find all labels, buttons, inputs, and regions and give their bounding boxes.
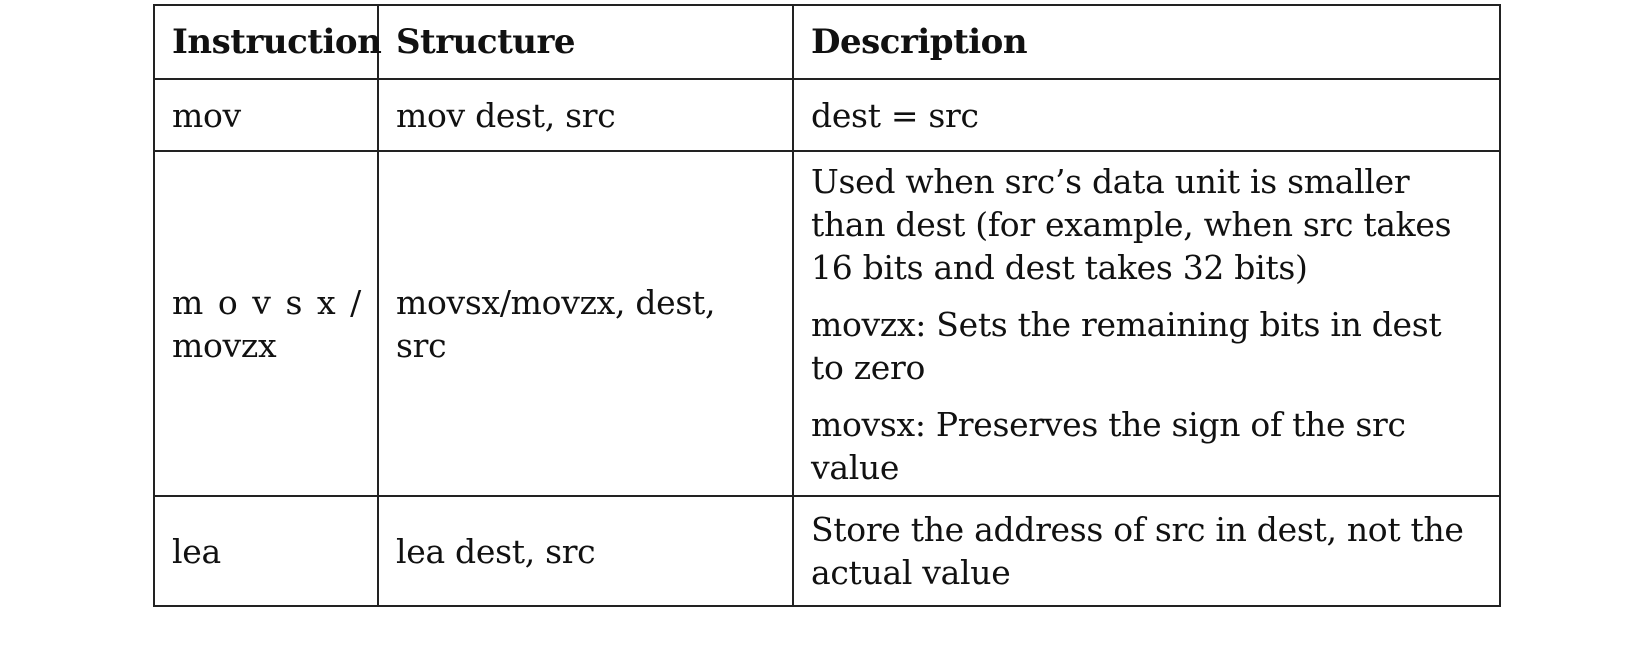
instruction-line: movzx (172, 325, 277, 365)
cell-description: Used when src’s data unit is smaller tha… (792, 150, 1501, 497)
table-body: mov mov dest, src dest = src m o v s x /… (153, 78, 1501, 607)
cell-structure: lea dest, src (377, 495, 794, 607)
cell-structure: mov dest, src (377, 78, 794, 152)
header-instruction: Instruction (153, 4, 382, 80)
header-structure: Structure (377, 4, 794, 80)
description-paragraph: movsx: Preserves the sign of the src val… (811, 405, 1406, 487)
description-paragraph: Store the address of src in dest, not th… (811, 510, 1464, 592)
header-description: Description (792, 4, 1501, 80)
cell-instruction: mov (153, 78, 379, 152)
header-row: Instruction Structure Description (153, 4, 1501, 80)
description-paragraph: dest = src (811, 95, 979, 135)
instruction-table: Instruction Structure Description mov mo… (153, 4, 1501, 607)
table-row: m o v s x / movzx movsx/movzx, dest, src… (153, 150, 1501, 497)
description-paragraph: Used when src’s data unit is smaller tha… (811, 162, 1452, 287)
cell-instruction: m o v s x / movzx (153, 150, 379, 497)
structure-line: src (396, 325, 447, 365)
table-row: lea lea dest, src Store the address of s… (153, 495, 1501, 607)
cell-description: dest = src (792, 78, 1501, 152)
structure-line: movsx/movzx, dest, (396, 282, 716, 322)
table-header: Instruction Structure Description (153, 4, 1501, 80)
cell-instruction: lea (153, 495, 379, 607)
table-row: mov mov dest, src dest = src (153, 78, 1501, 152)
cell-structure: movsx/movzx, dest, src (377, 150, 794, 497)
description-paragraph: movzx: Sets the remaining bits in dest t… (811, 305, 1442, 387)
cell-description: Store the address of src in dest, not th… (792, 495, 1501, 607)
instruction-line: m o v s x / (172, 282, 361, 322)
